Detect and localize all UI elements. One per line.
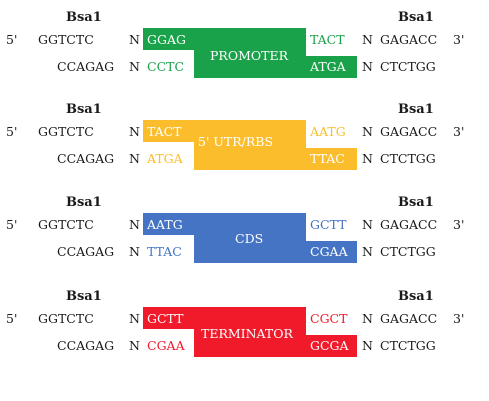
part-block [194, 213, 306, 263]
recognition-site-bottom-rc: CTCTGG [380, 244, 436, 259]
recognition-site-top: GGTCTC [38, 32, 94, 47]
overhang-top-left: TACT [147, 124, 182, 139]
module-promoter: Bsa1 Bsa1 5' GGTCTC N GGAG PROMOTER TACT… [0, 10, 489, 90]
n-spacer-top-left: N [129, 32, 140, 47]
overhang-bottom-left: ATGA [147, 151, 183, 166]
n-spacer-bottom-right: N [362, 59, 373, 74]
bsa1-left-label: Bsa1 [66, 10, 102, 25]
recognition-site-top: GGTCTC [38, 124, 94, 139]
overhang-bottom-right: ATGA [310, 59, 346, 74]
five-prime-label: 5' [6, 32, 18, 47]
overhang-box-top-left [143, 120, 195, 142]
bsa1-left-label: Bsa1 [66, 195, 102, 210]
part-label: TERMINATOR [201, 326, 293, 341]
overhang-box-bottom-right [305, 56, 357, 78]
module-cds: Bsa1 Bsa1 5' GGTCTC N AATG CDS GCTT N GA… [0, 195, 489, 275]
five-prime-label: 5' [6, 311, 18, 326]
overhang-top-right: CGCT [310, 311, 348, 326]
overhang-bottom-right: GCGA [310, 338, 349, 353]
n-spacer-bottom-right: N [362, 244, 373, 259]
recognition-site-bottom-rc: CTCTGG [380, 151, 436, 166]
three-prime-label: 3' [453, 311, 465, 326]
n-spacer-bottom-left: N [129, 151, 140, 166]
recognition-site-top-rc: GAGACC [380, 217, 438, 232]
recognition-site-bottom: CCAGAG [57, 151, 115, 166]
overhang-bottom-left: CCTC [147, 59, 185, 74]
n-spacer-bottom-left: N [129, 338, 140, 353]
bsa1-right-label: Bsa1 [398, 10, 434, 25]
recognition-site-top-rc: GAGACC [380, 124, 438, 139]
overhang-top-right: GCTT [310, 217, 347, 232]
bsa1-right-label: Bsa1 [398, 289, 434, 304]
n-spacer-top-right: N [362, 217, 373, 232]
three-prime-label: 3' [453, 32, 465, 47]
n-spacer-top-right: N [362, 311, 373, 326]
overhang-bottom-right: CGAA [310, 244, 348, 259]
module-utr-rbs: Bsa1 Bsa1 5' GGTCTC N TACT 5' UTR/RBS AA… [0, 102, 489, 182]
overhang-box-top-left [143, 28, 195, 50]
overhang-top-left: GGAG [147, 32, 186, 47]
n-spacer-top-left: N [129, 217, 140, 232]
recognition-site-top: GGTCTC [38, 311, 94, 326]
three-prime-label: 3' [453, 217, 465, 232]
overhang-box-top-left [143, 307, 195, 329]
bsa1-left-label: Bsa1 [66, 289, 102, 304]
overhang-box-bottom-right [305, 148, 357, 170]
n-spacer-top-left: N [129, 311, 140, 326]
bsa1-right-label: Bsa1 [398, 195, 434, 210]
recognition-site-bottom-rc: CTCTGG [380, 338, 436, 353]
part-block [194, 307, 306, 357]
bsa1-left-label: Bsa1 [66, 102, 102, 117]
n-spacer-bottom-right: N [362, 151, 373, 166]
part-label: CDS [235, 231, 264, 246]
recognition-site-bottom: CCAGAG [57, 338, 115, 353]
five-prime-label: 5' [6, 124, 18, 139]
overhang-top-left: AATG [147, 217, 183, 232]
n-spacer-top-right: N [362, 124, 373, 139]
overhang-top-right: TACT [310, 32, 345, 47]
overhang-bottom-left: CGAA [147, 338, 185, 353]
n-spacer-bottom-left: N [129, 244, 140, 259]
recognition-site-top-rc: GAGACC [380, 311, 438, 326]
part-block [194, 28, 306, 78]
part-label: 5' UTR/RBS [198, 134, 274, 149]
recognition-site-bottom-rc: CTCTGG [380, 59, 436, 74]
three-prime-label: 3' [453, 124, 465, 139]
part-label: PROMOTER [210, 48, 288, 63]
n-spacer-bottom-right: N [362, 338, 373, 353]
five-prime-label: 5' [6, 217, 18, 232]
n-spacer-top-right: N [362, 32, 373, 47]
recognition-site-top: GGTCTC [38, 217, 94, 232]
overhang-box-bottom-right [305, 241, 357, 263]
overhang-top-left: GCTT [147, 311, 184, 326]
overhang-box-bottom-right [305, 335, 357, 357]
bsa1-right-label: Bsa1 [398, 102, 434, 117]
overhang-box-top-left [143, 213, 195, 235]
recognition-site-bottom: CCAGAG [57, 59, 115, 74]
n-spacer-bottom-left: N [129, 59, 140, 74]
n-spacer-top-left: N [129, 124, 140, 139]
overhang-bottom-left: TTAC [147, 244, 182, 259]
module-terminator: Bsa1 Bsa1 5' GGTCTC N GCTT TERMINATOR CG… [0, 289, 489, 369]
overhang-top-right: AATG [310, 124, 346, 139]
part-block [194, 120, 306, 170]
recognition-site-bottom: CCAGAG [57, 244, 115, 259]
overhang-bottom-right: TTAC [310, 151, 345, 166]
recognition-site-top-rc: GAGACC [380, 32, 438, 47]
